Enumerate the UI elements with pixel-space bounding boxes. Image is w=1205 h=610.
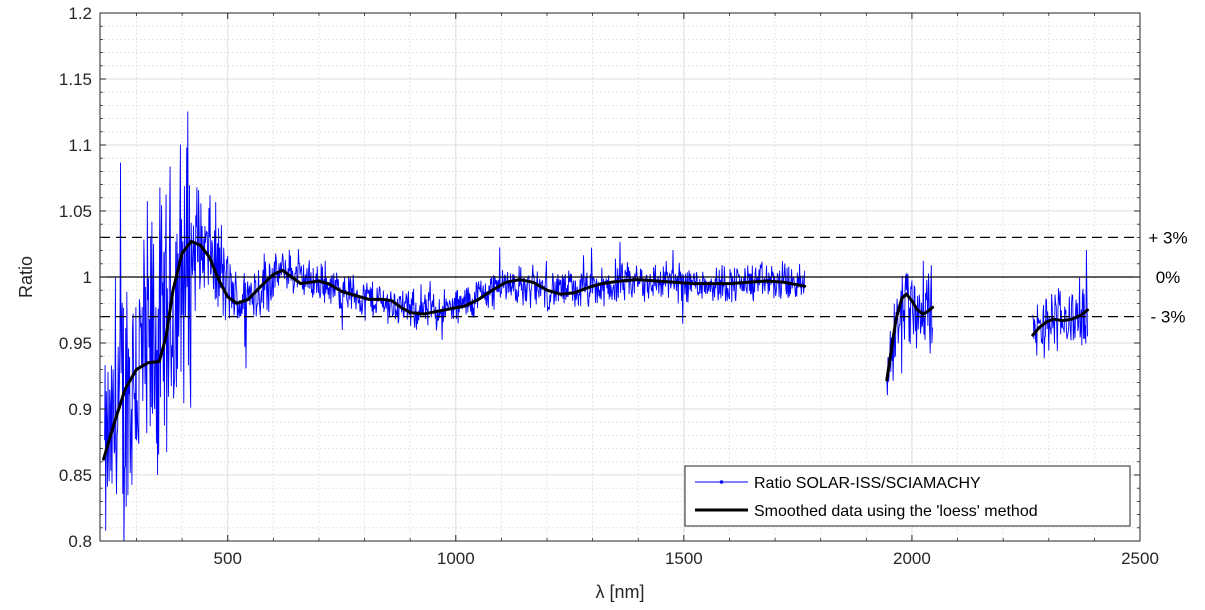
legend-box [684, 465, 1131, 527]
ticks [100, 12, 1141, 542]
y-tick-label: 1.1 [68, 136, 92, 155]
smoothed-series-segment [102, 239, 807, 461]
x-axis-label: λ [nm] [595, 582, 644, 602]
smoothed-series-segment [885, 292, 934, 382]
y-tick-label: 0.95 [59, 334, 92, 353]
legend-label-smoothed: Smoothed data using the 'loess' method [754, 503, 1038, 520]
x-tick-label: 1000 [437, 549, 475, 568]
y-tick-label: 0.85 [59, 466, 92, 485]
ratio-series-segment [1032, 249, 1088, 359]
reference-line-label: + 3% [1148, 228, 1187, 247]
legend: Ratio SOLAR-ISS/SCIAMACHY Smoothed data … [684, 465, 1131, 527]
reference-lines: + 3% 0% - 3% [100, 228, 1188, 327]
y-tick-label: 0.9 [68, 400, 92, 419]
y-tick-label: 1.15 [59, 70, 92, 89]
x-tick-label: 500 [214, 549, 242, 568]
y-tick-label: 1.2 [68, 4, 92, 23]
y-tick-label: 1.05 [59, 202, 92, 221]
legend-label-ratio: Ratio SOLAR-ISS/SCIAMACHY [754, 475, 981, 492]
smoothed-layer [102, 239, 1089, 461]
legend-marker-ratio [719, 480, 724, 484]
y-tick-label: 1 [83, 268, 92, 287]
x-tick-label: 1500 [665, 549, 703, 568]
x-tick-label: 2500 [1121, 549, 1159, 568]
y-axis-label: Ratio [16, 256, 36, 298]
smoothed-series-segment [1031, 308, 1089, 337]
reference-line-label: - 3% [1151, 308, 1186, 327]
x-tick-label: 2000 [893, 549, 931, 568]
y-tick-label: 0.8 [68, 532, 92, 551]
axis-labels: 500 1000 1500 2000 2500 0.8 0.85 0.9 0.95 1 1.05 1.… [16, 4, 1159, 602]
reference-line-label: 0% [1156, 268, 1181, 287]
